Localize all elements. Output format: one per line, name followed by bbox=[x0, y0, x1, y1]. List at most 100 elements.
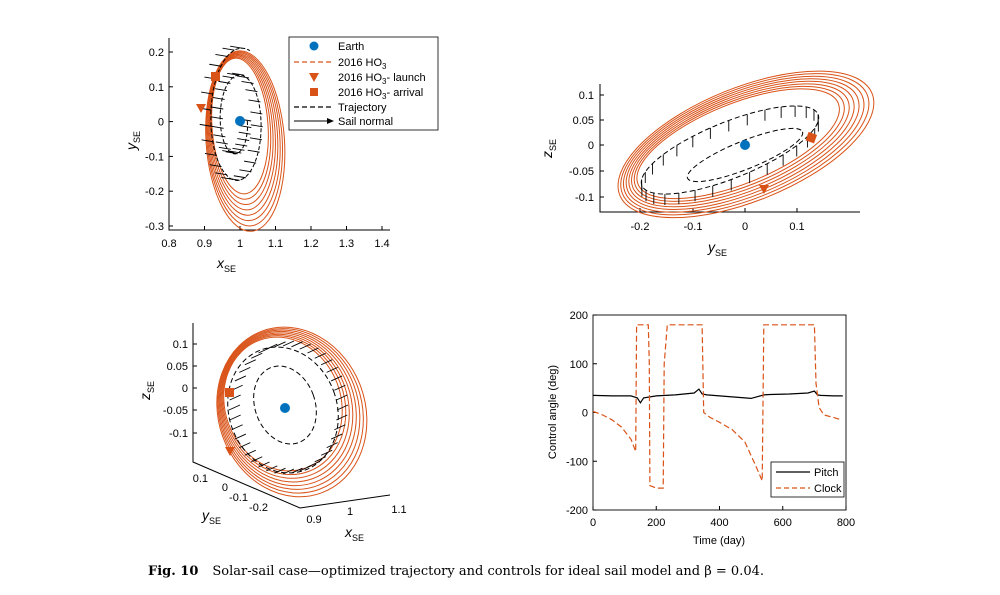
panel-xy-xtick-label: 1.4 bbox=[374, 238, 389, 250]
earth-marker-yz bbox=[740, 140, 750, 150]
panel-xy-xtick-label: 1.2 bbox=[303, 238, 318, 250]
panel-3d-sail-normal-arrow bbox=[266, 465, 278, 472]
panel-xy-orbit-ring bbox=[206, 52, 281, 222]
panel-3d-sail-normal-arrow bbox=[291, 341, 303, 348]
legend-arrival-icon bbox=[310, 88, 318, 96]
panel-xy-sail-normal-arrow bbox=[222, 150, 235, 154]
panel-xy-ytick-label: -0.2 bbox=[145, 186, 164, 198]
panel-3d-sail-normal-arrow bbox=[231, 424, 243, 431]
panel-xy-sail-normal-arrow bbox=[239, 125, 252, 129]
panel-xy-sail-normal-arrow bbox=[211, 125, 224, 129]
panel-yz-orbit-ring bbox=[620, 73, 870, 216]
legend: Earth 2016 HO3 2016 HO3- launch 2016 HO3… bbox=[288, 36, 439, 131]
panel-xy-sail-normal-arrow bbox=[204, 153, 217, 156]
chart-xtick-label: 800 bbox=[837, 517, 855, 529]
earth-marker-xy bbox=[235, 116, 245, 126]
panel-xy-orbit-ring bbox=[205, 50, 286, 232]
panel-xy-ytick-label: 0.2 bbox=[149, 47, 164, 59]
panel-3d-orbit-ring bbox=[221, 333, 350, 479]
panel-xy-sail-normal-arrow bbox=[201, 91, 214, 95]
panel-3d-sail-normal-arrow bbox=[239, 366, 251, 373]
panel-xy-xtick-label: 1.1 bbox=[268, 238, 283, 250]
legend-box bbox=[288, 36, 439, 131]
caption-text: Solar-sail case—optimized trajectory and… bbox=[212, 564, 765, 579]
panel-3d-orbit-ring bbox=[218, 329, 361, 490]
chart-ylabel: Control angle (deg) bbox=[547, 365, 559, 459]
chart-ytick-label: 0 bbox=[582, 408, 588, 420]
panel-3d-sail-normal-arrow bbox=[266, 343, 278, 350]
panel-xy-sail-normal-arrow bbox=[201, 139, 214, 143]
panel-xy-sail-normal-arrow bbox=[241, 81, 254, 84]
panel-3d-sail-normal-arrow bbox=[336, 404, 349, 411]
chart-legend-pitch-label: Pitch bbox=[814, 467, 838, 479]
panel-xy-sail-normal-arrow bbox=[250, 111, 263, 115]
legend-earth-icon bbox=[309, 41, 319, 51]
panel-3d-sail-normal-arrow bbox=[239, 442, 251, 449]
panel-xy-sail-normal-arrow bbox=[249, 137, 263, 141]
panel-yz-yticks: 0.1 0.05 0 -0.05 -0.1 bbox=[569, 90, 604, 204]
panel-3d-xtick-label: 1.1 bbox=[391, 504, 406, 516]
panel-xy-ytick-label: 0.1 bbox=[149, 82, 164, 94]
panel-xy-asteroid-orbits bbox=[205, 50, 286, 232]
panel-3d-sail-normal-arrow bbox=[228, 404, 241, 411]
panel-3d-xtick-label: 1 bbox=[347, 506, 353, 518]
panel-yz-orbit-ring bbox=[631, 83, 850, 205]
panel-3d-sail-normal-arrow bbox=[320, 449, 333, 456]
chart-xlabel: Time (day) bbox=[693, 535, 745, 547]
legend-launch-icon bbox=[309, 73, 319, 82]
panel-xy-xtick-label: 1 bbox=[237, 238, 243, 250]
panel-xy: 0.8 0.9 1 1.1 1.2 1.3 1.4 0.20.10-0.1-0.2-0.3 … bbox=[123, 38, 390, 274]
panel-3d-sail-normal-arrow bbox=[229, 414, 241, 421]
panel-xy-sail-normal-arrow bbox=[244, 160, 257, 164]
panel-xy-sail-normal-arrow bbox=[213, 134, 226, 138]
panel-xy-sail-normal-arrow bbox=[247, 149, 260, 153]
panel-yz-xtick-label: 0.1 bbox=[789, 221, 804, 233]
panel-yz-orbit-ring bbox=[628, 80, 855, 208]
panel-3d-ytick-label: -0.2 bbox=[249, 502, 268, 514]
panel-xy-xlabel: xSE bbox=[216, 255, 236, 274]
panel-3d-ytick-label: 0.1 bbox=[193, 473, 208, 485]
panel-yz-axes bbox=[599, 84, 860, 213]
panel-yz-orbit-ring bbox=[617, 70, 875, 219]
legend-sail-normal-label: Sail normal bbox=[338, 116, 393, 128]
panel-controls-chart: 0 200 400 600 800 200 100 0 -100 -200 Time (day)… bbox=[547, 310, 855, 547]
panel-3d-sail-normal-arrow bbox=[274, 341, 286, 348]
chart-ytick-label: -100 bbox=[566, 456, 588, 468]
chart-series bbox=[592, 324, 843, 489]
panel-3d-sail-normal-arrow bbox=[326, 366, 338, 373]
chart-xtick-label: 600 bbox=[774, 517, 792, 529]
panel-3d-sail-normal-arrow bbox=[326, 442, 338, 449]
panel-xy-sail-normal-arrow bbox=[229, 150, 242, 154]
panel-3d-sail-normal-arrow bbox=[251, 456, 263, 463]
chart-ytick-label: 100 bbox=[570, 359, 588, 371]
panel-3d-ylabel: ySE bbox=[201, 507, 221, 526]
panel-xy-sail-normal-arrow bbox=[235, 143, 248, 147]
panel-xy-xticks: 0.8 0.9 1 1.1 1.2 1.3 1.4 bbox=[161, 226, 390, 250]
arrival-marker-3d bbox=[225, 388, 234, 397]
panel-xy-sail-normal-arrow bbox=[215, 141, 228, 145]
figure-canvas: 0.8 0.9 1 1.1 1.2 1.3 1.4 0.20.10-0.1-0.2-0.3 … bbox=[123, 36, 875, 547]
chart-yticks: 200 100 0 -100 -200 bbox=[566, 310, 597, 517]
panel-3d-sail-normal-arrow bbox=[314, 456, 326, 463]
chart-xtick-label: 0 bbox=[590, 517, 596, 529]
panel-xy-ylabel: ySE bbox=[123, 131, 142, 151]
chart-xticks: 0 200 400 600 800 bbox=[590, 506, 855, 529]
panel-3d-ytick-label: 0 bbox=[222, 482, 228, 494]
panel-3d-sail-normal-arrow bbox=[234, 375, 247, 382]
panel-3d-sail-normal-arrow bbox=[251, 352, 263, 359]
legend-arrowhead-icon bbox=[327, 118, 334, 124]
panel-xy-ytick-label: -0.1 bbox=[145, 151, 164, 163]
panel-3d-sail-normal-arrow bbox=[320, 359, 333, 366]
earth-marker-3d bbox=[280, 403, 290, 413]
panel-xy-sail-normal-arrow bbox=[212, 96, 225, 100]
panel-3d-yticks: 0.1 0-0.1-0.2 bbox=[193, 473, 268, 514]
panel-yz-xticks: -0.2 -0.1 0 0.1 bbox=[631, 208, 805, 233]
panel-xy-sail-normal-arrow bbox=[250, 124, 263, 128]
panel-xy-orbit-ring bbox=[211, 57, 269, 195]
panel-3d-ztick-label: -0.1 bbox=[169, 428, 188, 440]
panel-yz-orbit-ring bbox=[636, 88, 840, 200]
panel-yz-ytick-label: -0.1 bbox=[575, 192, 594, 204]
panel-3d-trajectory-inner bbox=[253, 365, 317, 445]
panel-xy-sail-normal-arrow bbox=[232, 147, 245, 151]
